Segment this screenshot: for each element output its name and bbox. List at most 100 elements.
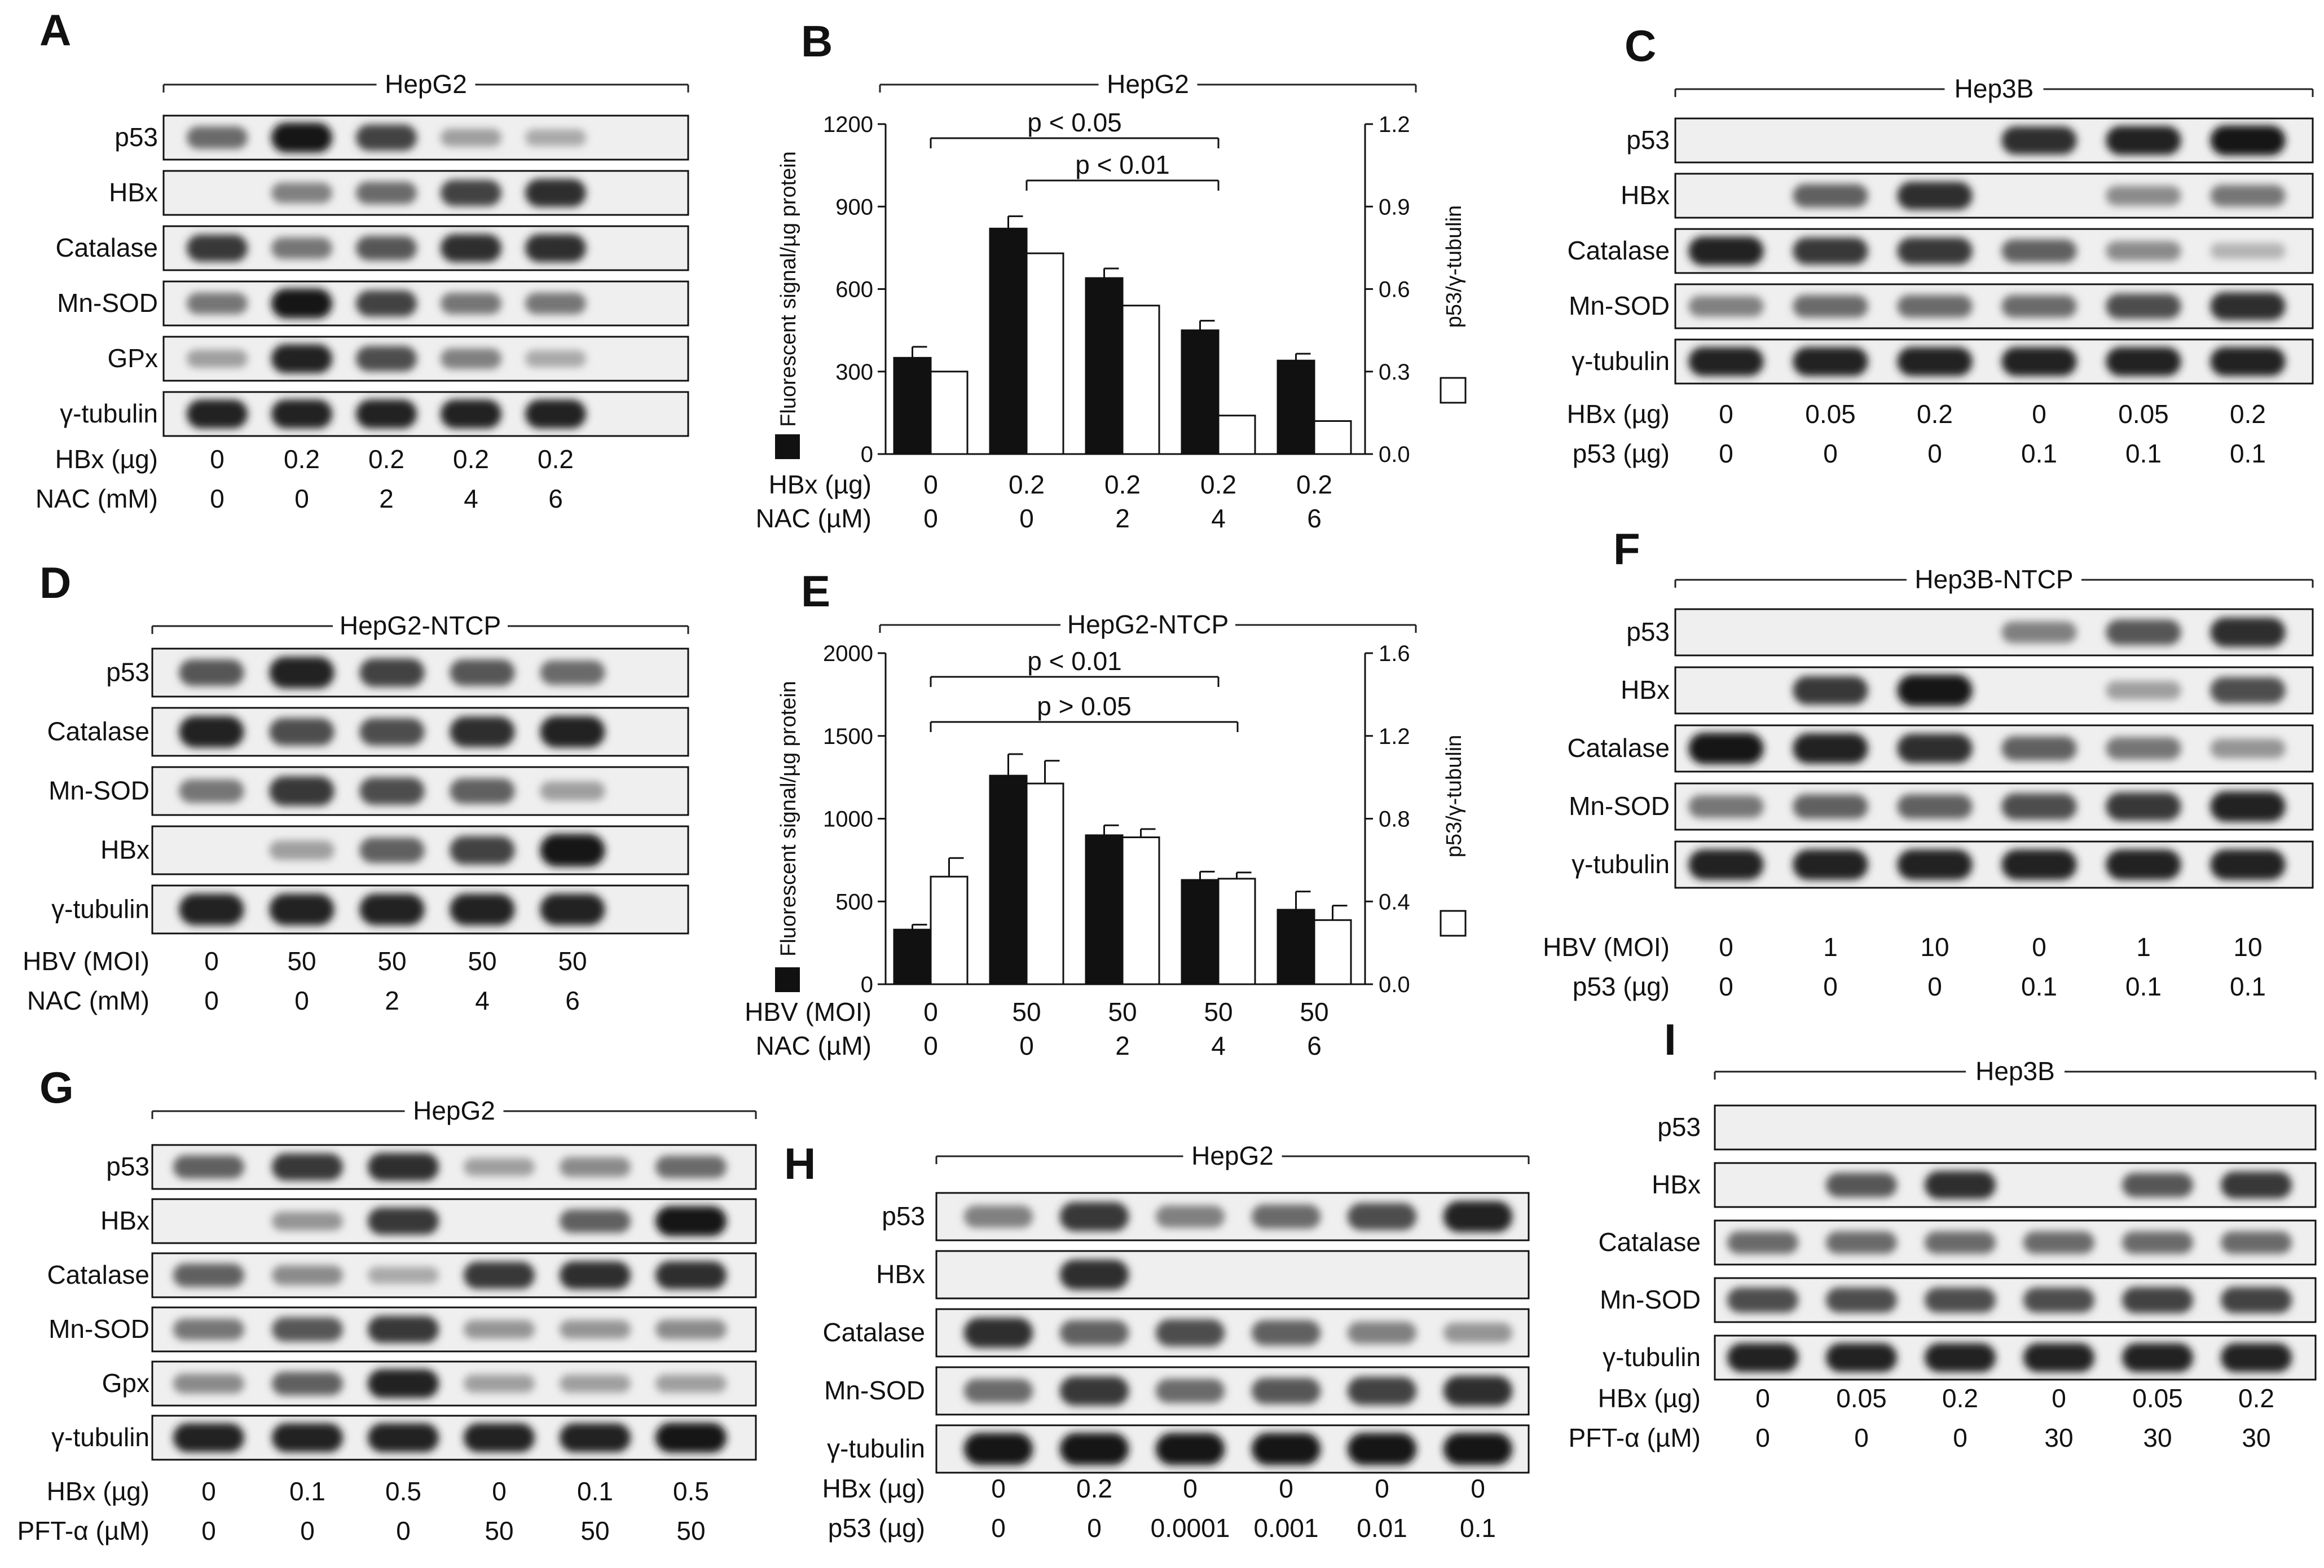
significance-bracket: p < 0.01 [1025,150,1220,191]
band [963,1433,1033,1465]
condition-value: 0 [201,1477,216,1506]
condition-value: 0.1 [2230,439,2266,468]
band [525,399,586,429]
blot-row: γ-tubulin [1603,1334,2317,1381]
band [560,1320,631,1339]
band [269,776,334,806]
condition-label: HBV (MOI) [1543,932,1670,962]
band [2106,126,2181,155]
band [272,1265,343,1285]
y-tick-label: 0 [861,972,873,997]
y-tick-label: 1000 [823,807,873,832]
band [655,1156,727,1178]
condition-label: HBx (µg) [769,470,872,499]
band [2001,239,2077,263]
band-label: HBx [1621,180,1670,210]
band-label: Mn-SOD [49,776,149,805]
blot-row: γ-tubulin [51,1415,757,1461]
condition-value: 0 [204,946,219,976]
blot-row: Mn-SOD [824,1366,1530,1416]
condition-value: 0.2 [1009,470,1045,499]
condition-label: p53 (µg) [1573,439,1670,468]
condition-label: HBV (MOI) [23,946,149,976]
band [2001,126,2077,155]
condition-value: 0 [2032,932,2046,962]
band [1793,237,1868,265]
band-label: HBx [109,178,158,207]
band [560,1375,631,1393]
band [655,1261,727,1289]
band [187,399,248,429]
band [1897,849,1973,880]
band [272,1153,343,1181]
bar [1181,879,1220,985]
band [1059,1202,1129,1231]
bar [1181,329,1220,455]
band [2210,738,2286,759]
blot-row: Gpx [102,1360,757,1407]
band [450,836,515,865]
band [359,777,425,805]
condition-value: 0.2 [2238,1384,2274,1413]
band-label: HBx [100,1206,149,1235]
band [1688,795,1764,818]
band [464,1158,535,1176]
band-label: p53 [115,122,158,152]
blot-strip [1674,724,2314,773]
blot-strip [1674,228,2314,274]
condition-value: 6 [565,986,580,1015]
condition-value: 0 [923,1031,938,1060]
band [1793,295,1868,318]
condition-value: 0 [1854,1423,1869,1452]
condition-row: HBx (µg) 0 0.05 0.2 0 0.05 0.2 [1567,399,2266,429]
band [2106,293,2181,319]
band [441,234,501,262]
condition-label: HBx (µg) [47,1477,149,1506]
band [1155,1319,1225,1347]
band [1793,676,1868,705]
band [1793,849,1868,880]
band [179,716,244,748]
band [2210,791,2286,822]
significance-label: p > 0.05 [1037,691,1132,721]
condition-label: PFT-α (µM) [17,1516,150,1545]
condition-value: 0.2 [284,444,320,474]
band [271,182,332,204]
band-label: HBx [100,835,149,865]
blot-strip [1714,1162,2317,1208]
condition-value: 0 [201,1516,216,1545]
condition-value: 0.001 [1253,1513,1318,1543]
condition-value: 0 [1719,932,1733,962]
band [2210,849,2286,880]
band [560,1423,631,1452]
blot-strip [162,114,689,161]
condition-value: 0.01 [1357,1513,1407,1543]
condition-value: 0.2 [1200,470,1236,499]
condition-value: 0 [923,504,938,533]
condition-value: 0.05 [2132,1384,2183,1413]
band [1897,347,1973,376]
band [1897,733,1973,764]
band [1251,1204,1321,1229]
condition-value: 0 [2032,399,2046,429]
condition-value: 0 [204,986,219,1015]
blot-row: γ-tubulin [1572,840,2314,889]
bar [1121,836,1160,985]
blot-row: Mn-SOD [1569,782,2314,831]
condition-value: 0 [1927,972,1942,1001]
band [2106,681,2181,700]
condition-value: 0 [1927,439,1942,468]
bar [1085,834,1124,985]
cell-line-label: HepG2 [385,69,467,99]
band-label: γ-tubulin [1572,849,1670,879]
band [2023,1287,2094,1313]
condition-label: NAC (µM) [756,1031,872,1060]
band-label: Catalase [1567,236,1670,265]
band [2106,849,2181,880]
panel-letter: A [39,5,71,55]
band [2122,1173,2193,1197]
cell-line-label: HepG2-NTCP [1067,610,1229,639]
band [1347,1203,1417,1231]
blot-strip [162,225,689,271]
band-label: Catalase [55,233,158,262]
